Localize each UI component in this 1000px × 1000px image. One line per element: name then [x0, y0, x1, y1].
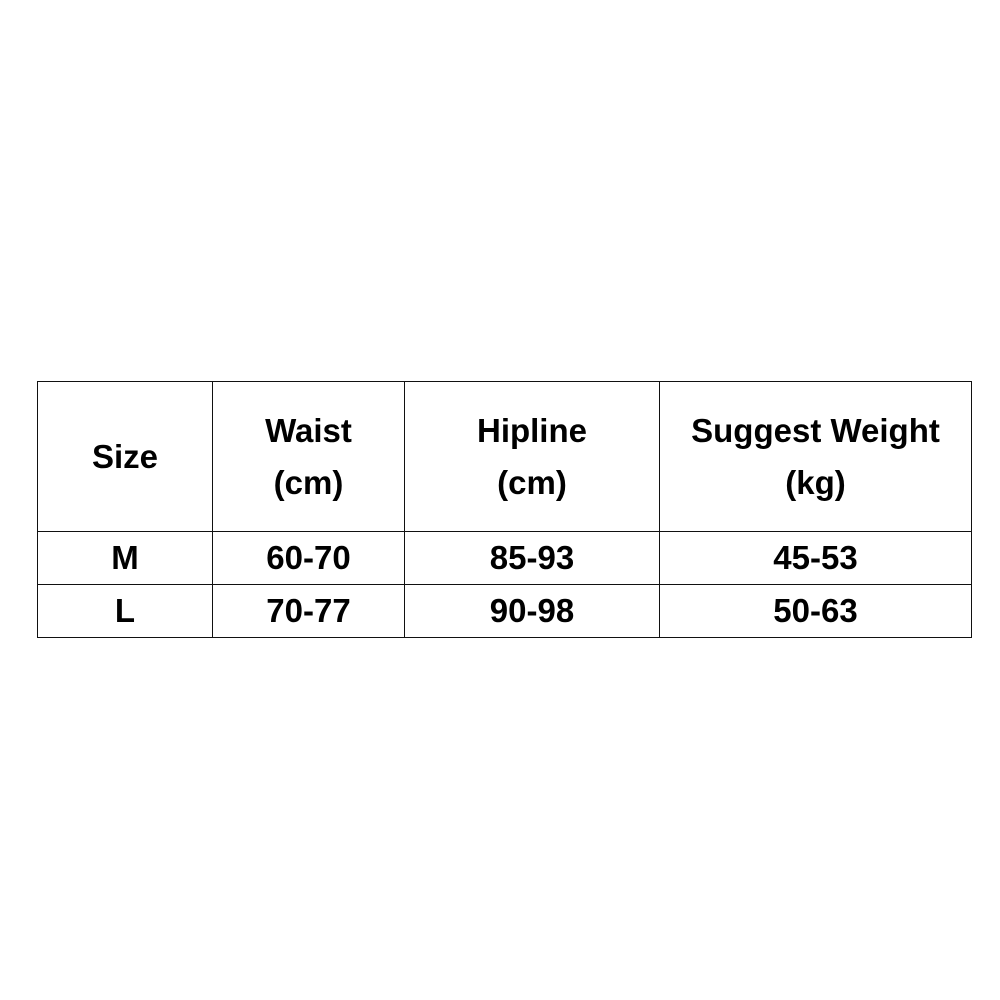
size-cell: L: [37, 584, 213, 638]
table-cell: 60-70: [212, 531, 405, 585]
table-cell: 90-98: [404, 584, 660, 638]
table-row: M 60-70 85-93 45-53: [37, 531, 972, 585]
table-cell: 70-77: [212, 584, 405, 638]
header-cell: Size: [37, 381, 213, 532]
header-row: Size Waist (cm) Hipline (cm) Suggest Wei…: [37, 381, 972, 532]
size-table: Size Waist (cm) Hipline (cm) Suggest Wei…: [37, 381, 972, 638]
header-cell: Hipline (cm): [404, 381, 660, 532]
table-cell: 50-63: [659, 584, 972, 638]
table-row: L 70-77 90-98 50-63: [37, 584, 972, 638]
table-cell: 85-93: [404, 531, 660, 585]
table-cell: 45-53: [659, 531, 972, 585]
header-cell: Suggest Weight (kg): [659, 381, 972, 532]
header-cell: Waist (cm): [212, 381, 405, 532]
size-cell: M: [37, 531, 213, 585]
